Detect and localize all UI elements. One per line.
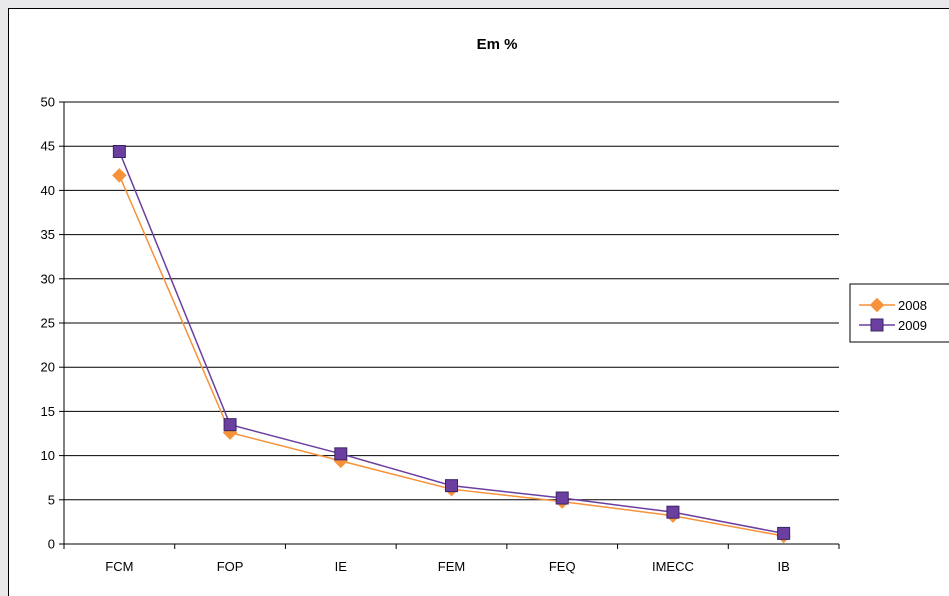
x-tick-label-ib: IB	[777, 559, 789, 574]
data-point-2009-feq	[555, 491, 569, 505]
x-tick-label-imecc: IMECC	[652, 559, 694, 574]
y-tick-label: 25	[41, 316, 55, 331]
y-axis: 0 5 10 15 20 25 30 35 40 45 50	[41, 95, 65, 552]
x-tick-label-feq: FEQ	[549, 559, 576, 574]
line-chart: Em % 0 5 10 15 20 25 30 35 40 45 50 FCM FOP IE FEM FEQ…	[41, 36, 949, 574]
y-tick-label: 45	[41, 139, 55, 154]
y-tick-label: 20	[41, 360, 55, 375]
legend-box	[849, 283, 949, 343]
y-tick-label: 0	[48, 537, 55, 552]
data-point-2009-ib	[777, 526, 791, 540]
series-group	[112, 145, 791, 544]
x-tick-label-fem: FEM	[438, 559, 465, 574]
y-tick-label: 40	[41, 183, 55, 198]
data-point-2009-fcm	[112, 145, 126, 159]
x-tick-label-fop: FOP	[217, 559, 244, 574]
data-point-2009-ie	[334, 447, 348, 461]
data-point-2009-fop	[223, 418, 237, 432]
y-tick-label: 50	[41, 95, 55, 110]
series-line-2009	[118, 151, 784, 535]
data-point-2009-imecc	[666, 505, 680, 519]
y-tick-label: 10	[41, 448, 55, 463]
series-2009	[112, 145, 791, 540]
legend-label-2008: 2008	[898, 298, 927, 313]
legend-marker-2009	[870, 318, 884, 332]
gridlines	[64, 101, 839, 545]
chart-area: Em % 0 5 10 15 20 25 30 35 40 45 50 FCM FOP IE FEM FEQ…	[8, 8, 949, 596]
data-point-2009-fem	[445, 479, 458, 493]
x-tick-label-ie: IE	[335, 559, 348, 574]
x-tick-label-fcm: FCM	[105, 559, 133, 574]
y-tick-label: 15	[41, 404, 55, 419]
y-tick-label: 30	[41, 271, 55, 286]
legend: 2008 2009	[849, 283, 949, 343]
y-tick-label: 35	[41, 227, 55, 242]
data-point-2008-fcm	[112, 168, 127, 183]
x-axis: FCM FOP IE FEM FEQ IMECC IB	[63, 543, 840, 574]
legend-label-2009: 2009	[898, 318, 927, 333]
y-tick-label: 5	[48, 492, 55, 507]
legend-marker-2008	[869, 297, 885, 313]
chart-title: Em %	[477, 36, 518, 53]
